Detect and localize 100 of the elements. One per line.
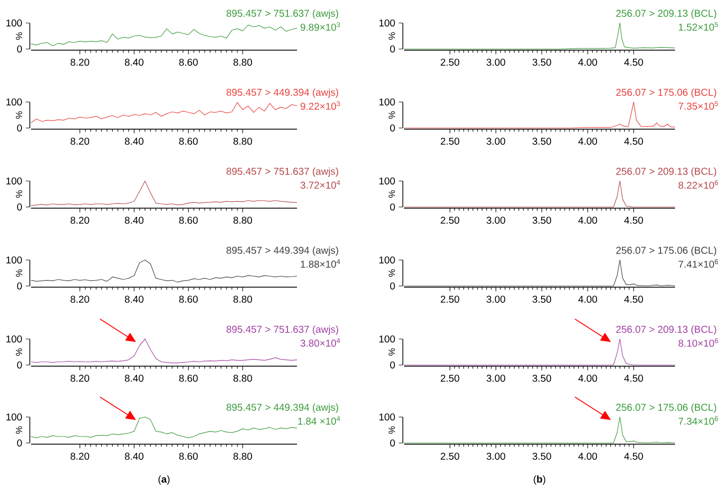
text: 7.34×10$^{6}$ (678, 416, 718, 425)
x-tick-label: 8.40 (124, 216, 144, 224)
x-tick-label: 3.50 (532, 58, 552, 66)
x-tick-label: 4.50 (624, 58, 643, 66)
x-tick-label: 4.50 (624, 374, 643, 382)
y-axis-title: % (388, 32, 395, 40)
chart-title: 895.457 > 449.394 (awjs) (226, 404, 338, 413)
y-tick-label: 100 (6, 177, 22, 185)
text: 3.72×10$^{4}$ (300, 180, 340, 189)
x-tick-label: 8.60 (179, 138, 198, 145)
chart-title: 895.457 > 449.394 (awjs) (226, 88, 338, 98)
x-tick-label: 4.50 (624, 216, 643, 224)
y-tick-label: 0 (390, 45, 395, 53)
line-series (30, 416, 298, 438)
chart-title: 256.07 > 209.13 (BCL) (616, 168, 716, 177)
x-tick-label: 8.20 (70, 216, 90, 224)
x-tick-label: 3.50 (532, 452, 552, 460)
x-tick-label: 4.00 (578, 374, 598, 382)
x-tick-label: 8.20 (70, 296, 90, 303)
x-tick-label: 4.00 (578, 138, 598, 145)
y-tick-label: 100 (6, 335, 22, 343)
y-axis-title: % (16, 269, 22, 277)
text: 1.88×10$^{4}$ (300, 259, 340, 268)
text: 1.52×10$^{5}$ (678, 22, 718, 31)
x-tick-label: 2.50 (440, 138, 460, 145)
chart-title: 895.457 > 449.394 (awjs) (226, 246, 338, 256)
x-tick-label: 2.50 (440, 58, 460, 66)
x-tick-label: 8.20 (70, 452, 90, 460)
y-tick-label: 100 (379, 256, 395, 264)
x-tick-label: 8.80 (233, 374, 252, 382)
line-series (404, 338, 676, 366)
text: 8.22×10$^{6}$ (678, 180, 718, 189)
line-series (30, 180, 298, 206)
x-tick-label: 4.00 (578, 58, 598, 66)
y-tick-label: 0 (17, 282, 22, 290)
y-axis-title: % (16, 32, 22, 40)
y-axis-title: % (16, 190, 22, 198)
x-tick-label: 3.00 (486, 374, 506, 382)
y-tick-label: 100 (6, 19, 22, 27)
x-tick-label: 8.60 (179, 58, 198, 66)
x-tick-label: 8.80 (233, 216, 252, 224)
y-axis-title: % (16, 111, 22, 119)
x-tick-label: 3.00 (486, 452, 506, 460)
y-tick-label: 0 (17, 203, 22, 211)
x-tick-label: 4.00 (578, 452, 598, 460)
x-tick-label: 8.40 (124, 452, 144, 460)
y-tick-label: 100 (379, 335, 395, 343)
x-tick-label: 8.20 (70, 58, 90, 66)
x-tick-label: 2.50 (440, 216, 460, 224)
x-tick-label: 4.50 (624, 452, 643, 460)
y-axis-title: % (16, 348, 22, 356)
x-tick-label: 8.60 (179, 452, 198, 460)
y-tick-label: 0 (390, 203, 395, 211)
chart-title: 895.457 > 751.637 (awjs) (226, 326, 338, 335)
text: 3.80×10$^{4}$ (300, 338, 340, 347)
x-tick-label: 4.50 (624, 296, 643, 303)
text: (b) (534, 475, 546, 485)
chart-title: 895.457 > 751.637 (awjs) (226, 168, 338, 177)
chart-title: 256.07 > 175.06 (BCL) (616, 88, 716, 98)
x-tick-label: 3.50 (532, 138, 552, 145)
line-series (30, 338, 298, 364)
x-tick-label: 8.80 (233, 58, 252, 66)
y-tick-label: 0 (17, 45, 22, 53)
y-tick-label: 100 (379, 413, 395, 421)
x-tick-label: 8.40 (124, 58, 144, 66)
y-tick-label: 0 (390, 439, 395, 447)
x-tick-label: 8.40 (124, 138, 144, 145)
text: 9.22×10$^{3}$ (300, 101, 340, 110)
x-tick-label: 8.60 (179, 296, 198, 303)
y-axis-title: % (388, 111, 395, 119)
y-tick-label: 100 (6, 256, 22, 264)
x-tick-label: 4.50 (624, 138, 643, 145)
text: 9.89×10$^{3}$ (300, 22, 340, 31)
line-series (30, 24, 298, 46)
line-series (30, 102, 298, 124)
x-tick-label: 3.50 (532, 296, 552, 303)
chart-title: 256.07 > 175.06 (BCL) (616, 246, 716, 256)
chart-title: 895.457 > 751.637 (awjs) (226, 10, 338, 19)
y-tick-label: 0 (390, 282, 395, 290)
x-tick-label: 2.50 (440, 452, 460, 460)
x-tick-label: 8.80 (233, 138, 252, 145)
y-axis-title: % (388, 348, 395, 356)
x-tick-label: 8.80 (233, 296, 252, 303)
y-tick-label: 0 (390, 124, 395, 132)
x-tick-label: 3.50 (532, 374, 552, 382)
chart-title: 256.07 > 209.13 (BCL) (616, 10, 716, 19)
x-tick-label: 3.00 (486, 296, 506, 303)
line-series (404, 102, 676, 128)
y-tick-label: 0 (390, 361, 395, 369)
y-axis-title: % (388, 426, 395, 434)
x-tick-label: 2.50 (440, 374, 460, 382)
x-tick-label: 3.00 (486, 216, 506, 224)
x-tick-label: 8.40 (124, 374, 144, 382)
line-series (404, 180, 676, 208)
chart-title: 256.07 > 209.13 (BCL) (616, 326, 716, 335)
x-tick-label: 8.20 (70, 138, 90, 145)
x-tick-label: 8.80 (233, 452, 252, 460)
y-axis-title: % (388, 190, 395, 198)
y-tick-label: 100 (379, 19, 395, 27)
y-axis-title: % (388, 269, 395, 277)
